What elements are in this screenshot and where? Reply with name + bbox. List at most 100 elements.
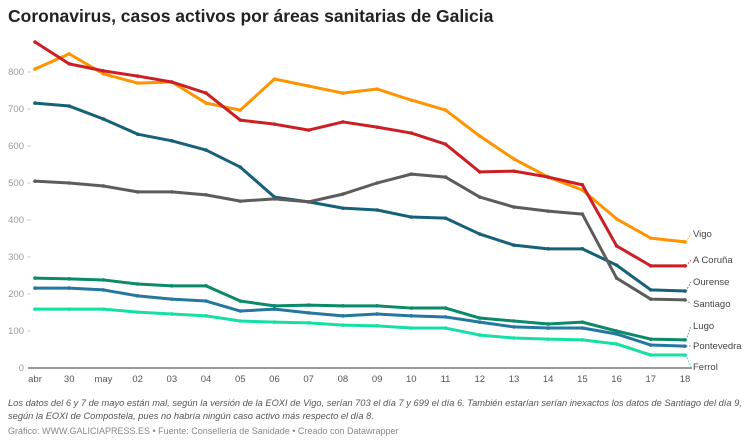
data-point	[272, 320, 277, 324]
y-axis: 0 100 200 300 400 500 600 700 800	[8, 67, 31, 374]
label-connector	[685, 325, 692, 341]
series-line-ourense	[34, 101, 686, 293]
credits: Gráfico: WWW.GALICIAPRESS.ES • Fuente: C…	[8, 426, 399, 436]
data-point	[101, 69, 106, 73]
data-point	[272, 77, 277, 81]
label-connector	[685, 299, 692, 305]
series-line-vigo	[34, 52, 686, 244]
data-point	[512, 205, 516, 209]
data-point	[477, 170, 482, 174]
data-point	[683, 240, 687, 244]
x-tick-label: 04	[201, 374, 212, 385]
data-point	[614, 342, 619, 346]
data-point	[683, 344, 687, 348]
chart-title: Coronavirus, casos activos por áreas san…	[8, 6, 494, 26]
data-point	[33, 286, 37, 290]
data-point	[512, 157, 516, 161]
x-tick-label: 17	[646, 374, 657, 385]
data-point	[238, 118, 243, 122]
x-tick-label: 05	[235, 374, 246, 385]
data-point	[580, 212, 585, 216]
data-point	[272, 307, 277, 311]
data-point	[238, 299, 243, 303]
data-point	[204, 148, 208, 152]
data-point	[614, 332, 619, 336]
data-point	[409, 326, 414, 330]
data-point	[135, 282, 140, 286]
data-point	[546, 247, 550, 251]
series-label: Ferrol	[693, 362, 718, 373]
data-point	[477, 232, 482, 236]
data-point	[341, 323, 345, 327]
data-point	[512, 336, 516, 340]
x-tick-label: 11	[441, 374, 451, 385]
data-point	[67, 181, 72, 185]
y-tick-label: 0	[19, 363, 24, 374]
x-tick-label: 07	[303, 374, 314, 385]
data-point	[67, 104, 72, 108]
x-tick-label: may	[94, 374, 112, 385]
footnote: Los datos del 6 y 7 de mayo están mal, s…	[8, 398, 742, 421]
x-axis: abr 30 may 02 03 04 05 06 07 08 09 10 11 12 13 14 15 16 17…	[28, 367, 692, 385]
data-point	[170, 190, 174, 194]
data-point	[580, 320, 585, 324]
data-point	[614, 244, 619, 248]
data-point	[135, 81, 140, 85]
data-point	[443, 306, 448, 310]
data-point	[306, 311, 311, 315]
data-point	[204, 91, 208, 95]
data-point	[135, 190, 140, 194]
data-point	[512, 169, 516, 173]
data-point	[101, 184, 106, 188]
data-point	[443, 175, 448, 179]
data-point	[272, 197, 277, 201]
x-tick-label: 13	[509, 374, 520, 385]
data-point	[409, 306, 414, 310]
data-point	[33, 179, 37, 183]
data-point	[101, 278, 106, 282]
data-point	[67, 277, 72, 281]
data-point	[580, 183, 585, 187]
series-line-lugo	[34, 276, 686, 342]
data-point	[170, 312, 174, 316]
x-tick-label: 02	[132, 374, 143, 385]
y-tick-label: 600	[8, 141, 24, 152]
data-point	[580, 247, 585, 251]
data-point	[683, 353, 687, 357]
series-label: A Coruña	[693, 255, 733, 266]
data-point	[375, 208, 379, 212]
data-point	[614, 263, 619, 267]
data-point	[683, 289, 687, 293]
data-point	[409, 314, 414, 318]
series-label: Santiago	[693, 299, 731, 310]
data-point	[443, 142, 448, 146]
data-point	[375, 87, 379, 91]
data-point	[512, 243, 516, 247]
data-point	[272, 304, 277, 308]
data-point	[648, 288, 653, 292]
x-tick-label: 03	[167, 374, 178, 385]
data-point	[33, 67, 37, 71]
data-point	[477, 320, 482, 324]
data-point	[580, 338, 585, 342]
line-chart: 0 100 200 300 400 500 600 700 800 abr 30 may 02 03 04…	[8, 40, 742, 385]
data-point	[135, 294, 140, 298]
x-tick-label: 30	[64, 374, 75, 385]
x-tick-label: 12	[474, 374, 485, 385]
data-point	[306, 84, 311, 88]
data-point	[170, 284, 174, 288]
data-point	[409, 131, 414, 135]
data-point	[477, 316, 482, 320]
data-point	[614, 276, 619, 280]
x-tick-label: 15	[577, 374, 588, 385]
data-point	[306, 200, 311, 204]
data-point	[135, 310, 140, 314]
x-tick-label: 09	[372, 374, 383, 385]
y-tick-label: 800	[8, 67, 24, 78]
data-point	[443, 216, 448, 220]
data-point	[375, 312, 379, 316]
data-point	[375, 324, 379, 328]
data-point	[101, 72, 106, 76]
data-point	[67, 307, 72, 311]
data-point	[546, 209, 550, 213]
